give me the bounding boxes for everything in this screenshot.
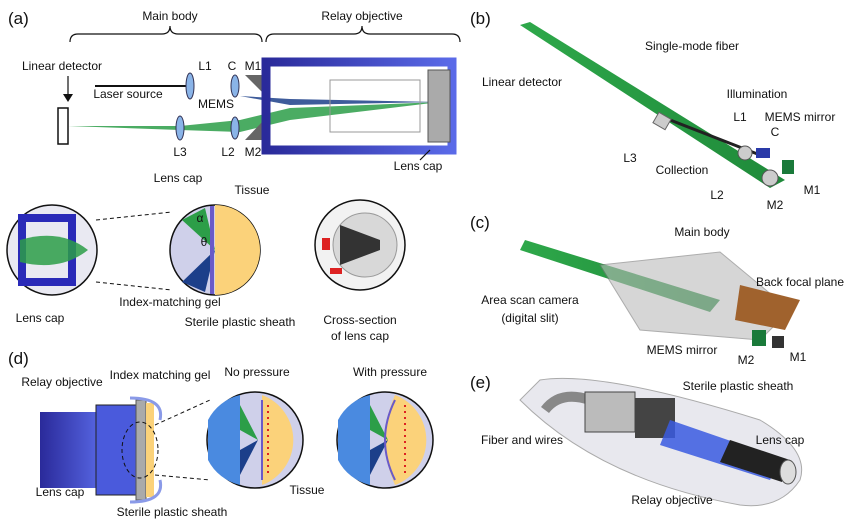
shape (176, 116, 184, 140)
label: Sterile plastic sheath (683, 379, 794, 393)
label: M2 (738, 353, 755, 367)
label: Sterile plastic sheath (185, 315, 296, 329)
shape (780, 460, 796, 484)
shape (215, 205, 260, 295)
shape (40, 412, 105, 488)
label: Index matching gel (110, 368, 211, 382)
label: Illumination (727, 87, 788, 101)
shape (762, 170, 778, 186)
label: Cross-section (323, 313, 396, 327)
label: Relay objective (321, 9, 403, 23)
label: Lens cap (154, 171, 203, 185)
shape (186, 73, 194, 99)
shape (155, 475, 210, 480)
label: L2 (710, 188, 724, 202)
label: MEMS (198, 97, 234, 111)
shape (208, 395, 240, 485)
shape (738, 146, 752, 160)
shape (96, 282, 172, 290)
shape (68, 102, 440, 132)
label: Area scan camera (481, 293, 579, 307)
label: Laser source (93, 87, 163, 101)
label: Linear detector (22, 59, 102, 73)
label: Relay objective (21, 375, 103, 389)
shape (782, 160, 794, 174)
shape (756, 148, 770, 158)
shape (585, 392, 635, 432)
label: Tissue (290, 483, 325, 497)
shape (96, 405, 136, 495)
label: of lens cap (331, 329, 389, 343)
label: Relay objective (631, 493, 713, 507)
panel-label: (a) (8, 9, 29, 28)
shape (245, 75, 262, 92)
label: Collection (656, 163, 709, 177)
label: Lens cap (394, 159, 443, 173)
label: Linear detector (482, 75, 562, 89)
shape (338, 395, 370, 485)
shape (428, 70, 450, 142)
shape (155, 400, 210, 425)
shape (322, 238, 330, 250)
panel-label: (d) (8, 349, 29, 368)
label: C (771, 125, 780, 139)
shape (330, 268, 342, 274)
shape (96, 212, 172, 220)
label: Lens cap (756, 433, 805, 447)
label: θ (201, 235, 208, 249)
label: MEMS mirror (647, 343, 718, 357)
label: Lens cap (36, 485, 85, 499)
shape (63, 94, 73, 102)
shape (58, 108, 68, 144)
label: (digital slit) (501, 311, 558, 325)
label: Index-matching gel (119, 295, 220, 309)
label: M1 (245, 59, 262, 73)
panel-label: (c) (470, 213, 490, 232)
label: M1 (790, 350, 807, 364)
label: Lens cap (16, 311, 65, 325)
label: L3 (623, 151, 637, 165)
label: With pressure (353, 365, 427, 379)
shape (752, 330, 766, 346)
shape (231, 75, 239, 97)
panel-label: (b) (470, 9, 491, 28)
panel-d-drawing (40, 392, 433, 502)
label: L1 (198, 59, 212, 73)
label: C (228, 59, 237, 73)
shape (231, 117, 239, 139)
label: M2 (767, 198, 784, 212)
label: Main body (674, 225, 729, 239)
figure: (a) (b) (c) (d) (e) Main body Relay obje… (0, 0, 866, 522)
label: MEMS mirror (765, 110, 836, 124)
label: Tissue (235, 183, 270, 197)
label: L3 (173, 145, 187, 159)
label: L1 (733, 110, 747, 124)
page: {"panels":[ {"label":"(a)","texts":["Mai… (0, 0, 866, 522)
label: M2 (245, 145, 262, 159)
label: Back focal plane (756, 275, 844, 289)
label: Single-mode fiber (645, 39, 739, 53)
label: Fiber and wires (481, 433, 563, 447)
panel-label: (e) (470, 373, 491, 392)
shape (266, 26, 460, 42)
shape (136, 400, 146, 500)
label: Sterile plastic sheath (117, 505, 228, 519)
shape (70, 26, 262, 42)
label: L2 (221, 145, 235, 159)
shape (146, 403, 154, 497)
label: M1 (804, 183, 821, 197)
label: Main body (142, 9, 197, 23)
label: α (197, 211, 204, 225)
shape (772, 336, 784, 348)
label: No pressure (224, 365, 290, 379)
